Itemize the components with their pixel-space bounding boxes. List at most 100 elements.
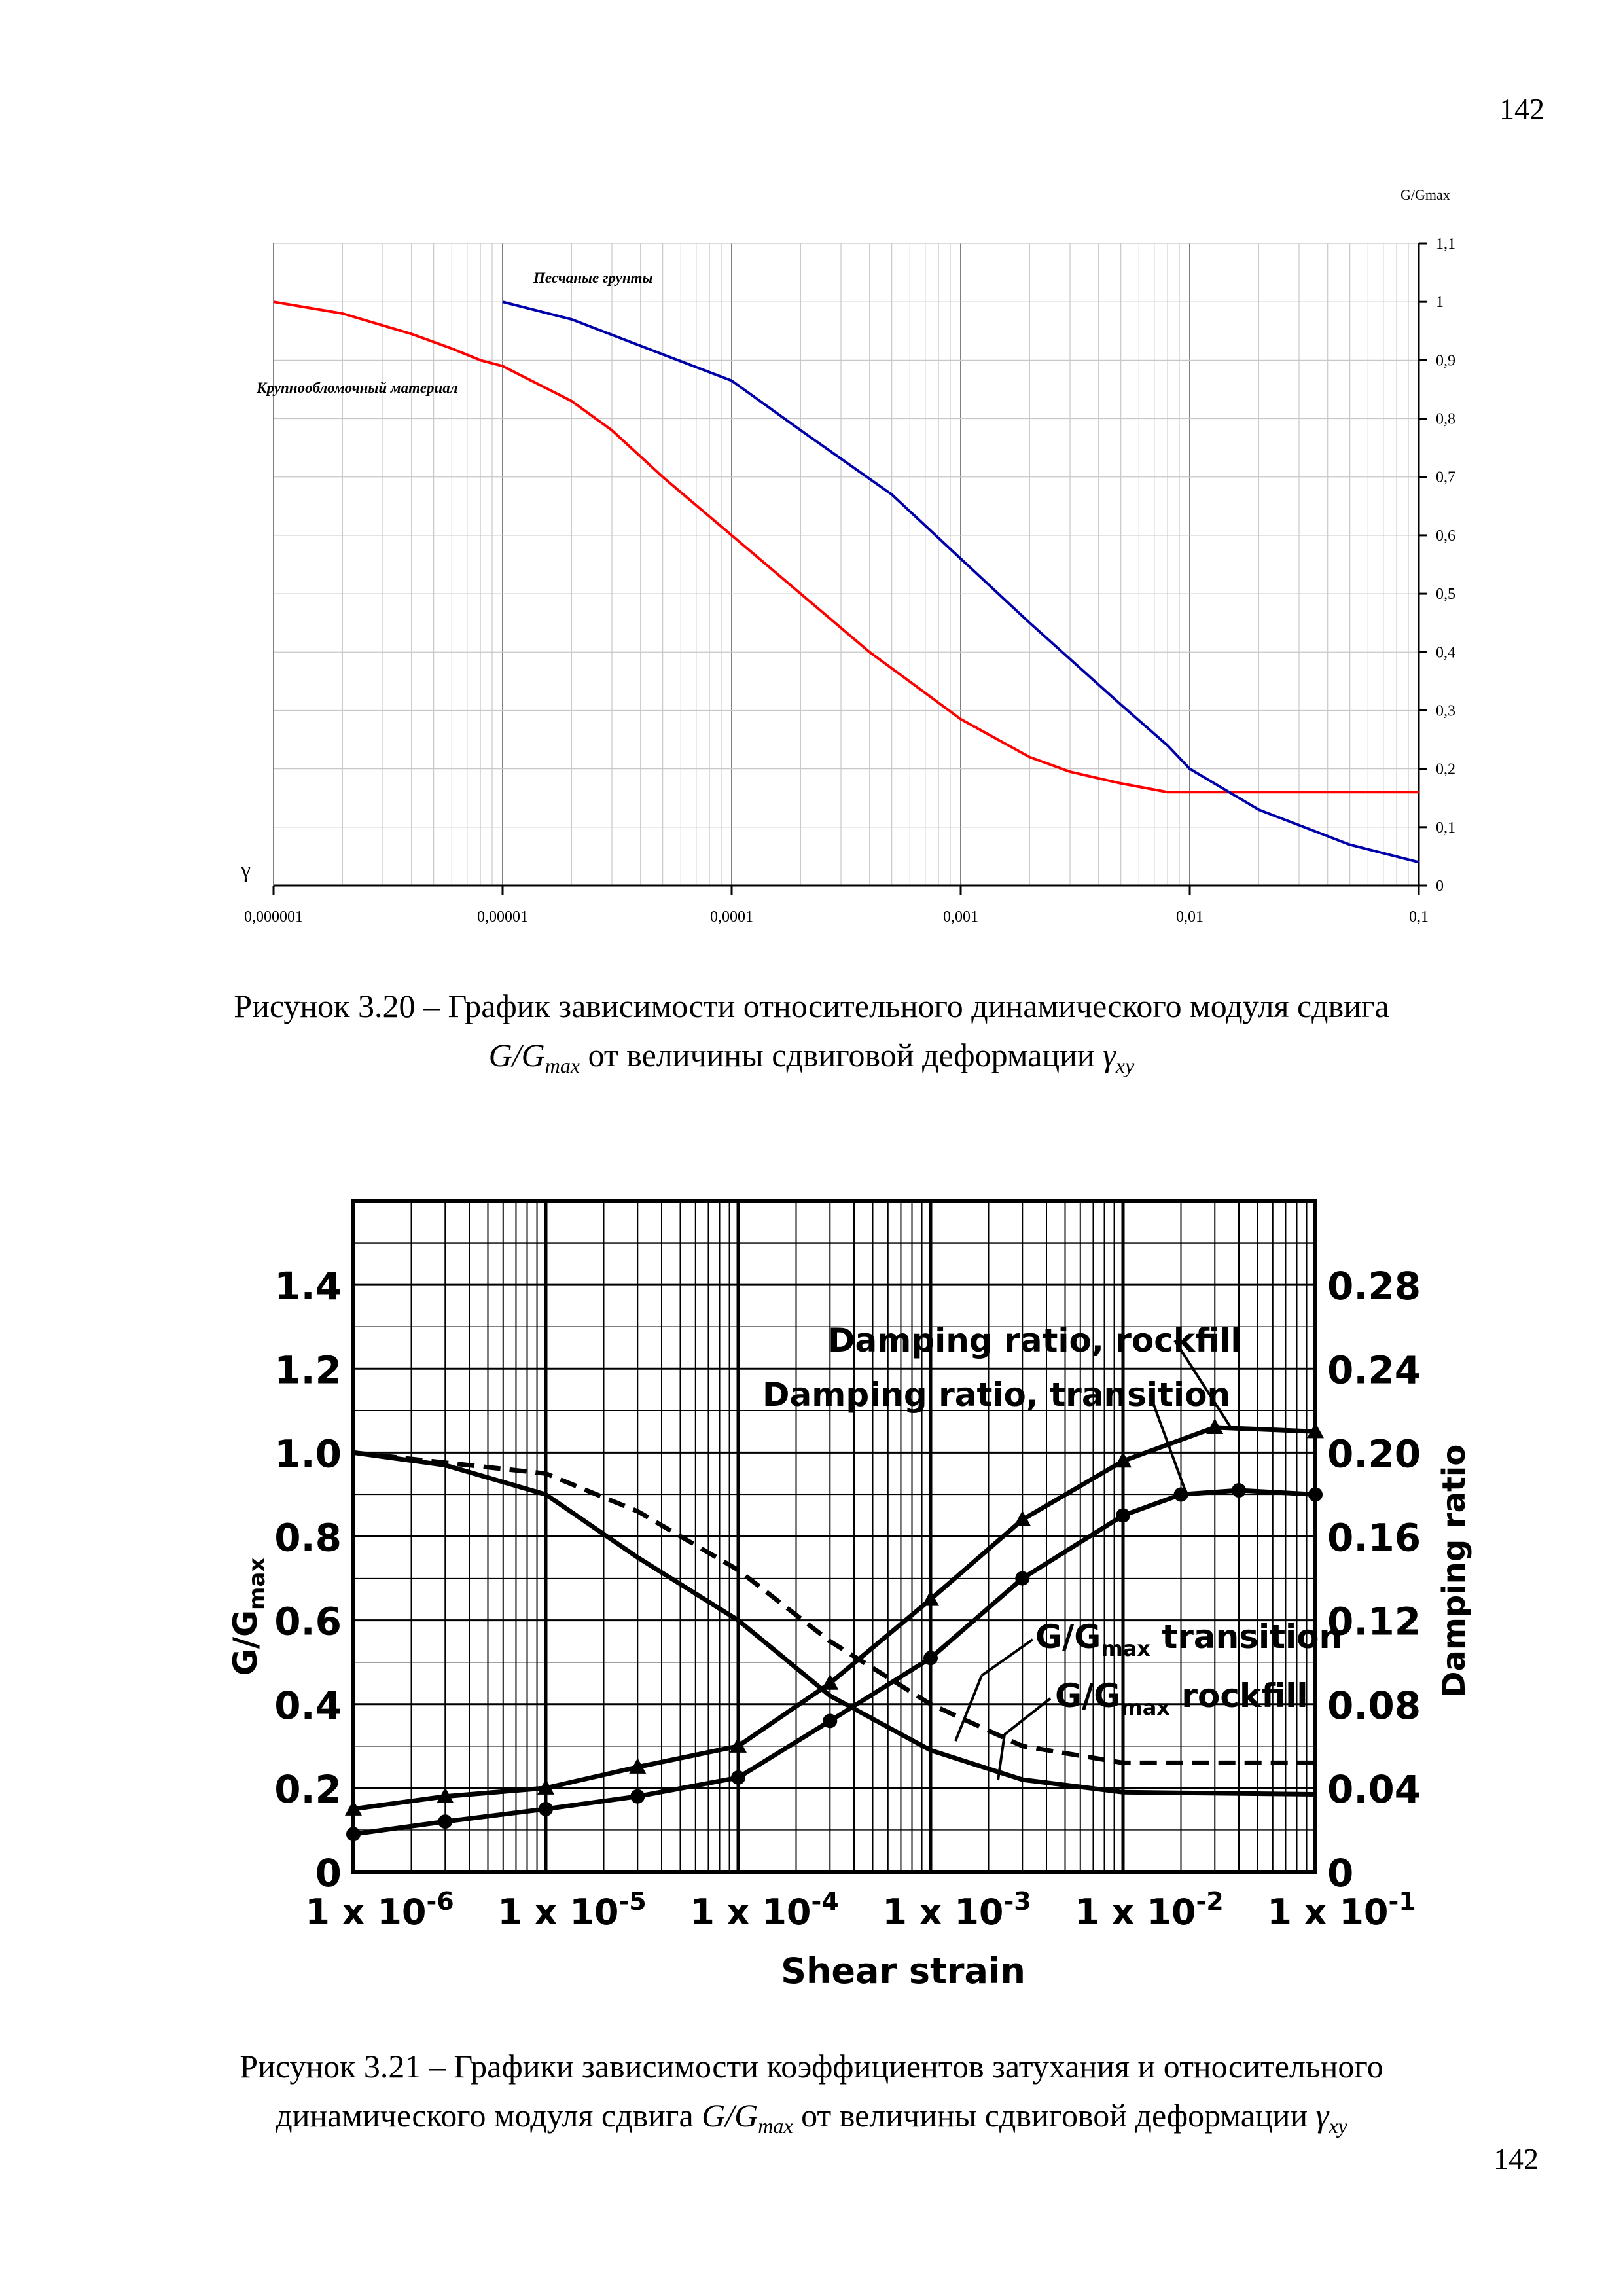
chart1-y-tick-label: 0,9: [1436, 352, 1455, 369]
chart2-y-right-tick-label: 0.08: [1327, 1683, 1421, 1728]
chart2-series: [345, 1418, 1324, 1842]
chart2-y-right-tick-label: 0.04: [1327, 1767, 1421, 1812]
chart2-y-left-tick-label: 0: [315, 1851, 342, 1895]
chart2-grid: [351, 1199, 1317, 1874]
chart2-y-right-tick-label: 0: [1327, 1851, 1353, 1895]
chart2-marker-triangle: [345, 1799, 362, 1816]
chart2-y-right-tick-label: 0.28: [1327, 1264, 1421, 1308]
chart2-y-left-tick-label: 0.4: [274, 1683, 342, 1728]
chart2-x-axis-label: Shear strain: [781, 1950, 1026, 1992]
chart2-marker-circle: [1015, 1571, 1030, 1586]
series-label-coarse: Крупнообломочный материал: [256, 380, 458, 396]
chart1-y-tick-label: 0,3: [1436, 702, 1455, 719]
chart1-axes: [272, 242, 1427, 895]
chart2-label-leader: [1003, 1697, 1052, 1736]
chart2-marker-triangle: [629, 1757, 647, 1774]
chart1-x-axis-label: γ: [240, 858, 251, 882]
label-damping-transition: Damping ratio, transition: [762, 1376, 1230, 1414]
chart2-marker-circle: [823, 1713, 838, 1729]
chart1-x-tick-label: 0,00001: [477, 908, 528, 925]
chart2-marker-triangle: [1206, 1418, 1224, 1434]
chart1-y-tick-label: 0,5: [1436, 586, 1455, 603]
caption-figure-3-20: Рисунок 3.20 – График зависимости относи…: [0, 982, 1623, 1090]
chart1-y-tick-label: 0: [1436, 878, 1444, 895]
chart2-series-line: [353, 1488, 1316, 1837]
chart2-marker-triangle: [922, 1590, 939, 1606]
chart2-marker-triangle: [1115, 1452, 1132, 1468]
chart2-label-leader: [1149, 1393, 1187, 1493]
label-g-transition: G/Gmax transition: [1035, 1618, 1342, 1661]
chart2-y-left-tick-label: 0.2: [274, 1767, 342, 1812]
chart2-x-tick-label: 1 x 10-6: [305, 1887, 454, 1933]
chart-gg-max-curves: 0,000001 0,00001 0,0001 0,001 0,01 0,1 0 0,1 0,2…: [240, 187, 1455, 925]
chart2-tick-labels: 0 0.2 0.4 0.6 0.8 1.0 1.2 1.4 0 0.04 0.08 0.12 0.16 0…: [274, 1264, 1421, 1933]
chart2-marker-circle: [346, 1827, 361, 1842]
chart1-series: [273, 300, 1419, 864]
caption2-line2: динамического модуля сдвига G/Gmax от ве…: [276, 2097, 1347, 2138]
chart2-y-left-tick-label: 1.4: [274, 1264, 342, 1308]
chart2-y-right-tick-label: 0.24: [1327, 1348, 1421, 1392]
chart2-y-right-tick-label: 0.16: [1327, 1516, 1421, 1560]
chart1-y-tick-label: 0,2: [1436, 761, 1455, 778]
chart2-y-left-tick-label: 0.6: [274, 1600, 342, 1644]
chart1-x-tick-label: 0,1: [1409, 908, 1429, 925]
series-label-sand: Песчаные грунты: [533, 270, 653, 286]
label-damping-rockfill: Damping ratio, rockfill: [828, 1321, 1242, 1359]
chart2-marker-triangle: [1014, 1510, 1031, 1526]
chart2-frame: [351, 1199, 1317, 1874]
chart2-x-tick-label: 1 x 10-2: [1075, 1887, 1223, 1933]
chart2-series-line: [353, 1450, 1316, 1797]
chart1-x-tick-label: 0,001: [943, 908, 978, 925]
chart1-y-tick-label: 0,1: [1436, 819, 1455, 836]
chart1-series-line: [502, 300, 1419, 864]
chart2-y-left-tick-label: 1.2: [274, 1348, 342, 1392]
page-number-top: 142: [1499, 92, 1544, 126]
chart2-marker-circle: [1116, 1508, 1130, 1523]
chart2-marker-triangle: [437, 1787, 454, 1803]
chart1-y-tick-label: 1: [1436, 294, 1444, 311]
chart2-marker-triangle: [730, 1736, 747, 1753]
chart2-x-tick-label: 1 x 10-5: [497, 1887, 646, 1933]
chart2-marker-circle: [1308, 1487, 1323, 1502]
chart2-marker-triangle: [1307, 1422, 1324, 1439]
chart1-tick-labels: 0,000001 0,00001 0,0001 0,001 0,01 0,1 0 0,1 0,2…: [244, 236, 1455, 925]
chart2-marker-circle: [923, 1651, 938, 1666]
caption1-line2: G/Gmax от величины сдвиговой деформации …: [488, 1037, 1135, 1077]
chart2-marker-circle: [1173, 1487, 1188, 1502]
chart1-y-axis-label: G/Gmax: [1400, 187, 1450, 203]
chart2-series-line: [353, 1425, 1316, 1812]
chart2-marker-circle: [1232, 1483, 1247, 1498]
chart1-x-tick-label: 0,0001: [710, 908, 753, 925]
chart2-label-leader: [980, 1638, 1034, 1677]
chart2-y-left-tick-label: 1.0: [274, 1431, 342, 1476]
chart1-series-line: [273, 300, 1419, 794]
chart2-x-tick-label: 1 x 10-1: [1267, 1887, 1416, 1933]
chart2-y-axis-label-right: Damping ratio: [1436, 1444, 1472, 1698]
chart2-marker-circle: [539, 1801, 553, 1816]
chart2-marker-circle: [630, 1789, 645, 1804]
caption2-line1: Рисунок 3.21 – Графики зависимости коэфф…: [240, 2048, 1383, 2085]
label-g-rockfill: G/Gmax rockfill: [1055, 1677, 1308, 1720]
chart2-marker-triangle: [821, 1674, 839, 1690]
chart1-y-tick-label: 0,7: [1436, 469, 1455, 486]
chart1-x-tick-label: 0,000001: [244, 908, 303, 925]
chart2-marker-circle: [438, 1814, 453, 1829]
chart2-marker-triangle: [537, 1778, 554, 1795]
caption1-line1: Рисунок 3.20 – График зависимости относи…: [234, 988, 1389, 1024]
chart2-label-leader: [954, 1675, 983, 1742]
chart1-y-tick-label: 0,8: [1436, 411, 1455, 428]
chart2-y-left-tick-label: 0.8: [274, 1516, 342, 1560]
chart1-y-tick-label: 1,1: [1436, 236, 1455, 253]
chart2-marker-circle: [731, 1770, 745, 1785]
chart2-label-leader: [1173, 1339, 1232, 1428]
chart1-y-tick-label: 0,4: [1436, 644, 1455, 661]
chart2-series-line: [353, 1450, 1315, 1765]
chart2-y-axis-label-left: G/Gmax: [226, 1558, 270, 1676]
page-number-bottom: 142: [1493, 2142, 1539, 2176]
chart2-x-tick-label: 1 x 10-4: [690, 1887, 838, 1933]
chart1-x-tick-label: 0,01: [1176, 908, 1204, 925]
chart2-y-right-tick-label: 0.20: [1327, 1431, 1421, 1476]
chart2-label-leader: [997, 1734, 1006, 1781]
chart2-y-right-tick-label: 0.12: [1327, 1600, 1421, 1644]
chart1-grid: [273, 243, 1419, 886]
